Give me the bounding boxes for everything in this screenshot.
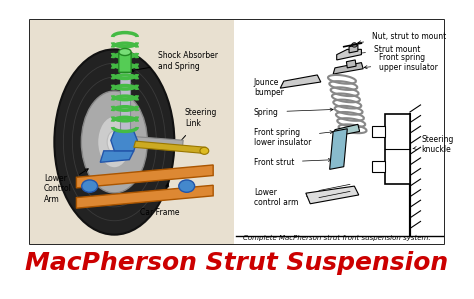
Text: Steering
knuckle: Steering knuckle xyxy=(413,135,454,154)
Text: Jounce
bumper: Jounce bumper xyxy=(254,78,305,97)
Text: Lower
Control
Arm: Lower Control Arm xyxy=(44,169,88,204)
Ellipse shape xyxy=(55,49,174,235)
Polygon shape xyxy=(372,126,385,137)
Polygon shape xyxy=(306,186,359,204)
Bar xyxy=(234,20,444,244)
Polygon shape xyxy=(329,129,347,169)
Text: Car Frame: Car Frame xyxy=(140,184,180,217)
Text: Front spring
lower insulator: Front spring lower insulator xyxy=(254,128,333,147)
Ellipse shape xyxy=(82,180,98,192)
Ellipse shape xyxy=(179,180,195,192)
Bar xyxy=(30,20,234,244)
FancyBboxPatch shape xyxy=(385,114,410,184)
Bar xyxy=(119,70,130,145)
Text: Steering
Link: Steering Link xyxy=(176,109,217,146)
Ellipse shape xyxy=(352,43,357,47)
Polygon shape xyxy=(337,49,361,60)
Text: Complete MacPherson strut front suspension system.: Complete MacPherson strut front suspensi… xyxy=(243,235,430,241)
Polygon shape xyxy=(333,62,363,74)
Ellipse shape xyxy=(82,91,147,193)
Polygon shape xyxy=(100,151,134,162)
Text: Strut mount: Strut mount xyxy=(358,45,420,55)
Polygon shape xyxy=(280,75,321,88)
Polygon shape xyxy=(372,161,385,172)
Polygon shape xyxy=(76,165,213,188)
Polygon shape xyxy=(134,141,206,153)
FancyBboxPatch shape xyxy=(119,53,131,72)
Polygon shape xyxy=(333,124,360,137)
Polygon shape xyxy=(346,60,356,68)
Ellipse shape xyxy=(107,131,121,153)
Text: Lower
control arm: Lower control arm xyxy=(254,188,316,207)
Text: Shock Absorber
and Spring: Shock Absorber and Spring xyxy=(130,51,219,72)
Polygon shape xyxy=(76,185,213,208)
Text: Nut, strut to mount: Nut, strut to mount xyxy=(358,32,446,44)
Polygon shape xyxy=(134,138,160,149)
Text: Front spring
upper insulator: Front spring upper insulator xyxy=(364,53,438,72)
Polygon shape xyxy=(349,45,358,53)
Text: Spring: Spring xyxy=(254,108,333,117)
Polygon shape xyxy=(123,136,183,149)
Ellipse shape xyxy=(200,147,209,154)
Text: MacPherson Strut Suspension: MacPherson Strut Suspension xyxy=(26,251,448,275)
Ellipse shape xyxy=(98,116,131,168)
Text: Front strut: Front strut xyxy=(254,158,331,167)
Bar xyxy=(30,20,444,244)
Polygon shape xyxy=(111,132,137,151)
Ellipse shape xyxy=(119,48,131,56)
